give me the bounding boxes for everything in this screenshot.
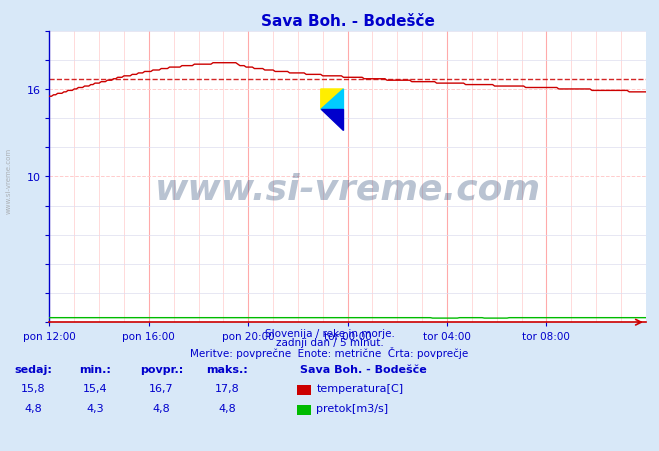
Polygon shape: [321, 90, 343, 110]
Text: temperatura[C]: temperatura[C]: [316, 383, 403, 393]
Title: Sava Boh. - Bodešče: Sava Boh. - Bodešče: [261, 14, 434, 29]
Polygon shape: [321, 110, 343, 130]
Text: 16,7: 16,7: [149, 383, 174, 393]
Text: 17,8: 17,8: [215, 383, 240, 393]
Text: povpr.:: povpr.:: [140, 364, 183, 374]
Text: 4,8: 4,8: [24, 403, 42, 413]
Text: sedaj:: sedaj:: [14, 364, 52, 374]
Text: pretok[m3/s]: pretok[m3/s]: [316, 403, 388, 413]
Text: min.:: min.:: [80, 364, 111, 374]
Text: maks.:: maks.:: [206, 364, 248, 374]
Text: Meritve: povprečne  Enote: metrične  Črta: povprečje: Meritve: povprečne Enote: metrične Črta:…: [190, 346, 469, 359]
Text: Slovenija / reke in morje.: Slovenija / reke in morje.: [264, 328, 395, 338]
Text: 15,4: 15,4: [83, 383, 108, 393]
Text: www.si-vreme.com: www.si-vreme.com: [155, 172, 540, 206]
Text: zadnji dan / 5 minut.: zadnji dan / 5 minut.: [275, 337, 384, 347]
Text: www.si-vreme.com: www.si-vreme.com: [5, 147, 11, 213]
Text: 4,8: 4,8: [153, 403, 170, 413]
Polygon shape: [321, 90, 343, 110]
Text: Sava Boh. - Bodešče: Sava Boh. - Bodešče: [300, 364, 426, 374]
Text: 4,3: 4,3: [87, 403, 104, 413]
Text: 15,8: 15,8: [20, 383, 45, 393]
Text: 4,8: 4,8: [219, 403, 236, 413]
